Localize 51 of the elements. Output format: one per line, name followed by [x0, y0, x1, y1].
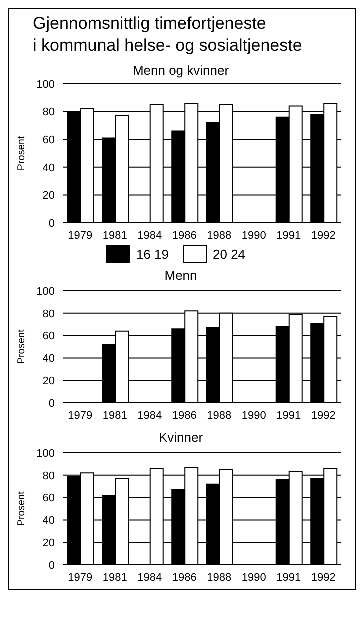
chart-title: Kvinner [158, 429, 204, 447]
y-tick-label: 40 [42, 353, 55, 366]
y-tick-label: 100 [36, 448, 55, 460]
y-tick-label: 20 [42, 190, 55, 202]
y-tick-label: 60 [42, 330, 55, 343]
x-tick-label: 1990 [242, 410, 266, 422]
x-tick-label: 1981 [102, 230, 128, 242]
x-tick-label: 1992 [311, 230, 336, 242]
x-tick-label: 1988 [207, 230, 232, 242]
x-tick-label: 1986 [172, 410, 197, 422]
x-tick-label: 1988 [207, 410, 232, 422]
y-tick-label: 80 [42, 106, 55, 119]
x-tick-label: 1990 [242, 230, 266, 242]
x-tick-label: 1984 [138, 230, 162, 242]
x-tick-label: 1986 [172, 230, 197, 242]
chart-title: Menn [164, 267, 198, 285]
y-tick-label: 20 [42, 538, 55, 550]
x-tick-label: 1990 [242, 572, 266, 584]
chart-title: Gjennomsnittlig timefortjeneste i kommunal helse- og sosialtjeneste [32, 13, 304, 57]
y-tick-label: 60 [42, 134, 55, 147]
y-tick-label: 80 [42, 308, 55, 320]
y-tick-label: 0 [48, 398, 55, 410]
x-tick-label: 1991 [276, 230, 302, 242]
y-tick-label: 20 [42, 376, 55, 388]
y-tick-label: 80 [42, 470, 55, 482]
x-tick-label: 1986 [172, 572, 197, 584]
y-tick-label: 100 [36, 78, 55, 91]
x-tick-label: 1981 [102, 572, 128, 584]
y-axis-title: Prosent [16, 492, 28, 526]
y-axis-title: Prosent [16, 330, 28, 364]
y-tick-label: 100 [36, 286, 55, 298]
y-tick-label: 60 [42, 492, 55, 505]
legend-label: 16 19 [136, 246, 169, 262]
x-tick-label: 1979 [68, 572, 93, 584]
x-tick-label: 1979 [68, 230, 93, 242]
y-tick-label: 40 [42, 515, 55, 528]
y-tick-label: 40 [42, 162, 55, 174]
x-tick-label: 1991 [276, 572, 302, 584]
x-tick-label: 1992 [311, 410, 336, 422]
y-axis-title: Prosent [16, 136, 28, 171]
legend-label: 20 24 [213, 246, 246, 262]
y-tick-label: 0 [48, 218, 55, 230]
x-tick-label: 1984 [138, 572, 162, 584]
x-tick-label: 1984 [138, 410, 162, 422]
x-tick-label: 1992 [311, 572, 336, 584]
y-tick-label: 0 [48, 560, 55, 572]
x-tick-label: 1991 [276, 410, 302, 422]
x-tick-label: 1981 [102, 410, 128, 422]
x-tick-label: 1979 [68, 410, 93, 422]
chart-subtitle: Menn og kvinner [132, 63, 230, 78]
x-tick-label: 1988 [207, 572, 232, 584]
